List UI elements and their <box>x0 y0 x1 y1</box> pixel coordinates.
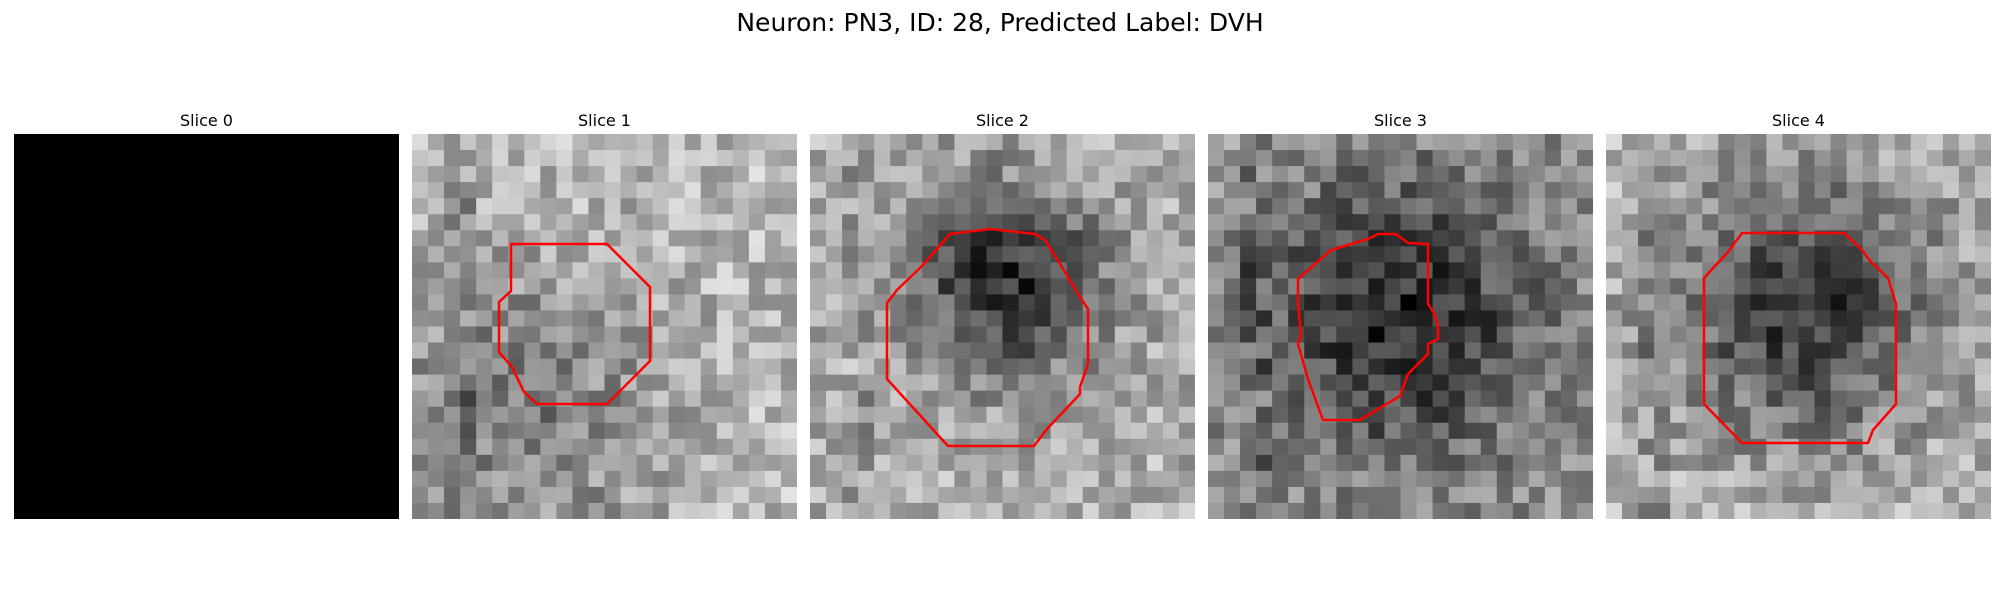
slice-panel-3: Slice 3 <box>1208 108 1593 519</box>
slice-title: Slice 3 <box>1374 111 1427 130</box>
slice-title: Slice 0 <box>180 111 233 130</box>
slice-pixels <box>1606 134 1991 519</box>
slice-pixels <box>412 134 797 519</box>
slice-panel-1: Slice 1 <box>412 108 797 519</box>
slice-pixels <box>810 134 1195 519</box>
slice-title: Slice 2 <box>976 111 1029 130</box>
roi-contour <box>1702 231 1898 445</box>
slice-title: Slice 1 <box>578 111 631 130</box>
slice-panel-0: Slice 0 <box>14 108 399 519</box>
slice-title: Slice 4 <box>1772 111 1825 130</box>
slice-image <box>14 134 399 519</box>
slice-image <box>1208 134 1593 519</box>
roi-contour <box>497 242 652 406</box>
slice-panel-2: Slice 2 <box>810 108 1195 519</box>
slice-image <box>1606 134 1991 519</box>
figure-title: Neuron: PN3, ID: 28, Predicted Label: DV… <box>736 8 1264 37</box>
roi-contour <box>885 227 1090 448</box>
slice-pixels <box>1208 134 1593 519</box>
roi-contour <box>1296 232 1440 422</box>
slice-image <box>412 134 797 519</box>
slice-pixels <box>14 134 399 519</box>
slice-image <box>810 134 1195 519</box>
slice-panel-4: Slice 4 <box>1606 108 1991 519</box>
